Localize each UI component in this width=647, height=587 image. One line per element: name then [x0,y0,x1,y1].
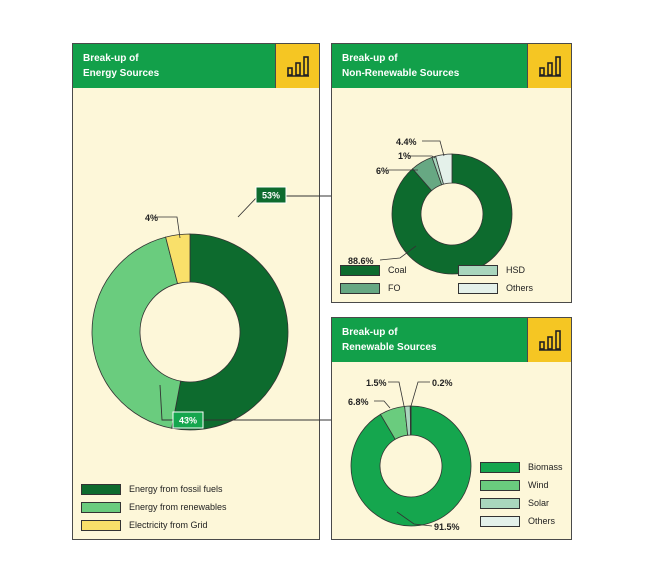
legend-swatch-others-renewable [480,516,520,527]
legend-swatch-biomass [480,462,520,473]
bar-chart-icon [539,330,561,351]
connector-line-43 [159,384,331,421]
nonrenewable-title-line2: Non-Renewable Sources [342,68,460,79]
legend-label-others-nonrenewable: Others [506,283,534,293]
legend-label-fo: FO [388,283,401,293]
legend-label-renewables: Energy from renewables [129,502,227,512]
slice-coal [391,153,513,275]
renewable-panel-header: Break-up of Renewable Sources [332,318,571,362]
slice-others [435,153,453,185]
callout-label-53: 53% [262,191,280,201]
legend-label-wind: Wind [528,480,549,490]
legend-swatch-fossil [81,484,121,495]
bar-chart-icon [539,56,561,77]
label-leader-0 [379,245,417,261]
nonrenewable-panel-title: Break-up of Non-Renewable Sources [342,51,532,81]
legend-label-solar: Solar [528,498,550,508]
renewable-donut-chart: 91.5% 6.8% 1.5% 0.2% [348,378,472,532]
renewable-chart-button[interactable] [527,318,571,362]
legend-swatch-others-nonrenewable [458,283,498,294]
label-leader-1 [374,400,391,409]
callout-badge-53 [255,186,287,204]
slice-biomass [350,405,472,527]
renewable-panel-title: Break-up of Renewable Sources [342,325,532,355]
slice-energy-from-renewables [91,236,182,429]
nonrenewable-donut-chart: 88.6% 6% 1% 4.4% [348,137,513,275]
legend-swatch-renewables [81,502,121,513]
legend-label-others-renewable: Others [528,516,556,526]
nonrenewable-sources-panel: Break-up of Non-Renewable Sources 88.6% 6… [331,43,572,303]
label-leader-3 [410,381,430,407]
legend-label-coal: Coal [388,265,407,275]
slice-energy-from-fossil-fuels [171,233,289,431]
legend-label-fossil: Energy from fossil fuels [129,484,223,494]
energy-panel-header: Break-up of Energy Sources [73,44,319,88]
data-label-solar: 1.5% [366,378,387,388]
slice-others [409,405,412,436]
data-label-others: 4.4% [396,137,417,147]
legend-swatch-coal [340,265,380,276]
label-leader-3 [422,140,445,157]
bar-chart-icon [287,56,309,77]
data-label-fo: 6% [376,166,389,176]
energy-title-line1: Break-up of [83,53,139,64]
data-label-electricity-from-grid: 4% [145,213,158,223]
energy-title-line2: Energy Sources [83,68,160,79]
callout-badge-43 [172,411,204,429]
renewable-title-line1: Break-up of [342,327,398,338]
data-label-hsd: 1% [398,151,411,161]
legend-label-hsd: HSD [506,265,526,275]
energy-donut-chart: 4% [91,213,289,431]
energy-sources-panel: Break-up of Energy Sources 4% Energy fro… [72,43,320,540]
slice-electricity-from-grid [165,233,191,285]
nonrenewable-title-line1: Break-up of [342,53,398,64]
data-label-coal: 88.6% [348,256,374,266]
label-leader-0 [396,511,433,527]
label-leader-2 [409,155,436,159]
legend-swatch-hsd [458,265,498,276]
legend-swatch-wind [480,480,520,491]
energy-panel-title: Break-up of Energy Sources [83,51,273,81]
legend-swatch-solar [480,498,520,509]
data-label-wind: 6.8% [348,397,369,407]
nonrenewable-panel-header: Break-up of Non-Renewable Sources [332,44,571,88]
legend-label-biomass: Biomass [528,462,563,472]
legend-swatch-grid [81,520,121,531]
legend-label-grid: Electricity from Grid [129,520,208,530]
renewable-sources-panel: Break-up of Renewable Sources 91.5% 6.8% 1… [331,317,572,540]
callout-label-43: 43% [179,416,197,426]
label-leader-2 [388,381,405,407]
renewable-title-line2: Renewable Sources [342,342,437,353]
legend-swatch-fo [340,283,380,294]
data-label-biomass: 91.5% [434,522,460,532]
data-label-others: 0.2% [432,378,453,388]
nonrenewable-chart-button[interactable] [527,44,571,88]
label-leader-2 [155,216,181,239]
energy-chart-button[interactable] [275,44,319,88]
